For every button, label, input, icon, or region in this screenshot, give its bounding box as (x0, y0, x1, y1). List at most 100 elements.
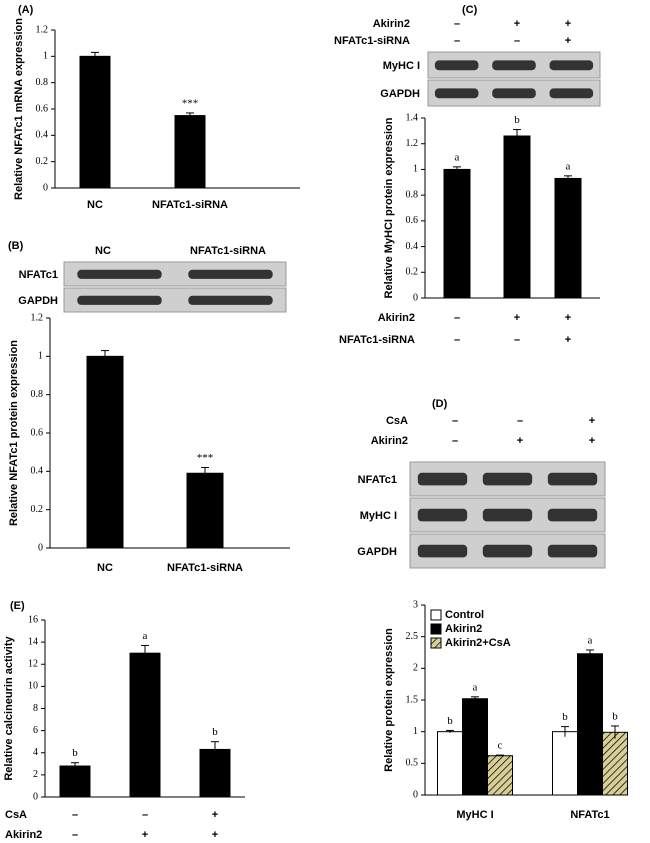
bar (437, 731, 463, 796)
y-tick-label: 0.2 (406, 267, 419, 278)
y-tick-label: 6 (33, 725, 38, 736)
y-tick-label: 1.2 (406, 138, 419, 149)
condition-mark: – (454, 18, 460, 30)
y-axis-label: Relative NFATc1 mRNA expression (13, 18, 25, 200)
y-tick-label: 1.4 (406, 112, 419, 123)
blot-band (482, 508, 533, 522)
y-tick-label: 0.6 (36, 103, 49, 114)
condition-mark: – (514, 35, 520, 47)
y-axis-label: Relative MyHCI protein expression (383, 117, 395, 298)
bar-annotation: a (473, 681, 478, 693)
y-tick-label: 0.5 (406, 758, 419, 769)
condition-mark: + (565, 35, 571, 47)
condition-name: Akirin2 (371, 435, 408, 447)
y-tick-label: 0 (413, 292, 418, 303)
condition-mark: + (565, 334, 571, 346)
condition-name: CsA (386, 415, 408, 427)
condition-mark: – (454, 35, 460, 47)
legend-swatch (430, 637, 442, 649)
y-tick-label: 0 (33, 791, 38, 802)
bar (462, 698, 488, 796)
y-tick-label: 0.8 (406, 189, 419, 200)
blot-band (549, 60, 594, 71)
bar-annotation: b (612, 710, 618, 722)
blot-band (188, 295, 273, 305)
condition-mark: – (452, 415, 458, 427)
bar (79, 55, 111, 189)
blot-label: GAPDH (380, 88, 420, 100)
bar (487, 755, 513, 796)
condition-mark: + (514, 312, 520, 324)
y-tick-label: 0.8 (31, 389, 44, 400)
bar-annotation: b (447, 715, 453, 727)
condition-mark: – (142, 809, 148, 821)
condition-name: NFATc1-siRNA (334, 35, 410, 47)
blot-label: NFATc1 (358, 474, 397, 486)
y-tick-label: 2 (413, 663, 418, 674)
y-tick-label: 3 (413, 599, 418, 610)
blot-band (482, 544, 533, 558)
y-axis-label: Relative protein expression (383, 628, 395, 772)
blot-band (77, 295, 162, 305)
bar (129, 652, 161, 798)
legend-swatch (430, 623, 442, 635)
blot-band (417, 508, 468, 522)
y-tick-label: 0.6 (31, 427, 44, 438)
bar-annotation: *** (197, 452, 214, 464)
bar-annotation: *** (182, 97, 199, 109)
legend-label: Akirin2 (445, 623, 482, 635)
y-tick-label: 1.5 (406, 694, 419, 705)
bar (577, 653, 603, 796)
blot-header: NFATc1-siRNA (190, 245, 266, 257)
condition-mark: + (212, 829, 218, 841)
condition-mark: – (72, 809, 78, 821)
blot-band (482, 472, 533, 486)
panel-label: (A) (18, 4, 34, 16)
bar-annotation: b (72, 747, 78, 759)
y-tick-label: 1 (38, 351, 43, 362)
bar-annotation: a (455, 151, 460, 163)
y-tick-label: 0 (38, 542, 43, 553)
x-tick-label: NC (97, 562, 113, 574)
x-tick-label: NC (87, 199, 103, 211)
y-tick-label: 2 (33, 769, 38, 780)
x-tick-label: NFATc1-siRNA (167, 562, 243, 574)
y-tick-label: 4 (33, 747, 38, 758)
bar-annotation: b (514, 114, 520, 126)
x-tick-label: MyHC I (456, 809, 493, 821)
blot-band (434, 88, 479, 99)
condition-name: CsA (5, 809, 27, 821)
condition-mark: + (517, 435, 523, 447)
condition-mark: – (454, 312, 460, 324)
y-tick-label: 0.4 (406, 241, 419, 252)
condition-name: NFATc1-siRNA (339, 334, 415, 346)
condition-mark: – (514, 334, 520, 346)
blot-band (77, 269, 162, 279)
y-tick-label: 0.4 (36, 130, 49, 141)
blot-label: NFATc1 (19, 269, 58, 281)
panel-label: (D) (432, 398, 448, 410)
bar-annotation: a (143, 630, 148, 642)
bar (59, 765, 91, 798)
blot-band (492, 60, 536, 71)
blot-header: NC (95, 245, 111, 257)
panel-label: (E) (10, 600, 25, 612)
condition-mark: + (565, 312, 571, 324)
x-tick-label: NFATc1-siRNA (152, 199, 228, 211)
blot-band (417, 472, 468, 486)
condition-name: Akirin2 (373, 18, 410, 30)
y-tick-label: 0 (43, 182, 48, 193)
bar-annotation: a (566, 160, 571, 172)
blot-label: MyHC I (360, 510, 397, 522)
bar-annotation: a (588, 634, 593, 646)
blot-band (188, 269, 273, 279)
y-tick-label: 0 (413, 789, 418, 800)
blot-label: GAPDH (18, 295, 58, 307)
y-tick-label: 1.2 (31, 312, 44, 323)
condition-mark: + (565, 18, 571, 30)
bar-annotation: b (212, 726, 218, 738)
y-tick-label: 0.4 (31, 466, 44, 477)
y-tick-label: 14 (28, 636, 38, 647)
bar (186, 472, 224, 549)
panel-label: (B) (8, 240, 24, 252)
